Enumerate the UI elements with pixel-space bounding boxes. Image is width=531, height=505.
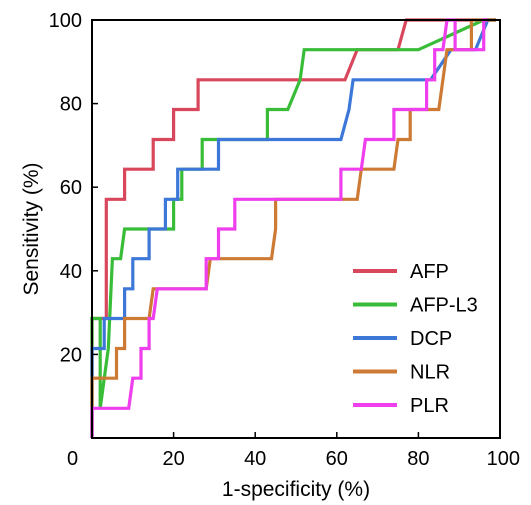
x-tick-label: 80 [407, 448, 429, 470]
legend-label: PLR [410, 395, 449, 417]
y-tick-label: 40 [60, 261, 82, 283]
legend-label: DCP [410, 328, 452, 350]
series-line-plr [90, 18, 488, 438]
x-tick-label: 60 [326, 448, 348, 470]
x-tick-label: 0 [67, 448, 78, 470]
legend-label: AFP [410, 261, 449, 283]
plot-frame [91, 19, 501, 439]
y-tick-label: 60 [60, 177, 82, 199]
y-tick-label: 100 [49, 10, 82, 32]
ticks-layer: 0 20 40 60 80 100 20 40 60 80 100 [49, 10, 520, 470]
x-tick-label: 20 [162, 448, 184, 470]
x-tick-label: 40 [244, 448, 266, 470]
legend: AFP AFP-L3 DCP NLR PLR [353, 261, 478, 417]
y-tick-label: 20 [60, 344, 82, 366]
x-axis-label: 1-specificity (%) [222, 478, 370, 501]
legend-label: NLR [410, 362, 450, 384]
y-axis-label: Sensitivity (%) [20, 162, 43, 295]
y-tick-label: 80 [60, 94, 82, 116]
series-layer [90, 18, 496, 438]
x-tick-label: 100 [487, 448, 520, 470]
legend-label: AFP-L3 [410, 295, 478, 317]
